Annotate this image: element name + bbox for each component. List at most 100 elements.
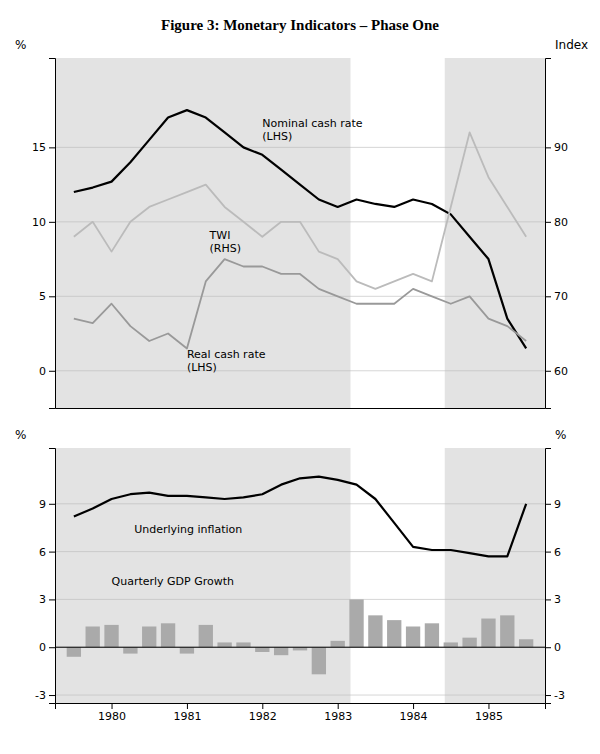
y2-axis-title: %	[555, 428, 566, 442]
bar	[406, 627, 420, 648]
axis-line	[56, 408, 546, 409]
bar	[236, 642, 250, 647]
bar	[161, 623, 175, 647]
panel: 05101560708090%IndexNominal cash rate(LH…	[15, 38, 588, 409]
title: Figure 3: Monetary Indicators – Phase On…	[161, 17, 439, 33]
bar	[444, 642, 458, 647]
tick-mark	[49, 222, 55, 223]
tick-label: 80	[554, 216, 568, 229]
tick-mark	[49, 599, 55, 600]
band-layer	[351, 58, 445, 408]
text-line: (RHS)	[210, 242, 241, 255]
tick-mark	[545, 647, 551, 648]
tick-mark	[49, 296, 55, 297]
grid	[55, 504, 545, 695]
marks	[67, 477, 534, 675]
tick-label: 70	[554, 290, 568, 303]
tick-label: 0	[39, 641, 46, 654]
y-axis-title: %	[15, 428, 26, 442]
tick-label: 1983	[324, 710, 352, 723]
bar	[312, 647, 326, 674]
grid-line	[55, 370, 545, 371]
grid-line	[55, 296, 545, 297]
tick: 1980	[98, 703, 126, 723]
tick-mark	[545, 552, 551, 553]
tick-label: 0	[554, 641, 561, 654]
tick: -3	[545, 689, 565, 702]
bar	[349, 599, 363, 647]
annotations: Underlying inflation Quarterly GDP Growth	[112, 523, 243, 589]
x-axis: 198019811982198319841985	[56, 703, 546, 723]
highlight-band	[351, 448, 445, 703]
tick-label: 5	[39, 290, 46, 303]
tick-label: 1981	[173, 710, 201, 723]
grid-line	[55, 695, 545, 696]
tick: -3	[35, 689, 55, 702]
tick: 15	[32, 141, 55, 154]
tick: 1983	[324, 703, 352, 723]
tick-label: 9	[39, 498, 46, 511]
text-line: Quarterly GDP Growth	[112, 575, 235, 588]
bar	[255, 647, 269, 652]
tick-mark	[49, 695, 55, 696]
bar	[481, 619, 495, 648]
text-line: Underlying inflation	[134, 523, 242, 536]
y-axis: -30369	[35, 449, 55, 704]
annotation: Nominal cash rate(LHS)	[262, 117, 363, 143]
tick-mark	[49, 147, 55, 148]
band-layer	[351, 448, 445, 703]
tick-label: 10	[32, 216, 46, 229]
tick: 6	[545, 546, 561, 559]
axis-line	[49, 59, 56, 409]
tick: 10	[32, 216, 55, 229]
tick-mark	[545, 147, 551, 148]
tick-label: 15	[32, 141, 46, 154]
tick-label: 6	[39, 546, 46, 559]
tick-mark	[545, 695, 551, 696]
tick: 80	[545, 216, 568, 229]
line	[74, 110, 526, 348]
grid-line	[55, 647, 545, 648]
tick-label: -3	[35, 689, 46, 702]
tick: 9	[39, 498, 55, 511]
tick-mark	[545, 222, 551, 223]
bar-series	[67, 599, 534, 674]
plot-background	[55, 58, 545, 408]
marks	[74, 110, 526, 348]
tick-mark	[262, 703, 263, 709]
axis-line	[546, 59, 552, 409]
bar	[387, 620, 401, 647]
panel: -30369-30369198019811982198319841985%%Un…	[15, 428, 566, 723]
bar	[368, 615, 382, 647]
grid-line	[55, 551, 545, 552]
annotation: Real cash rate(LHS)	[187, 348, 266, 374]
chart: Figure 3: Monetary Indicators – Phase On…	[0, 0, 600, 754]
annotation: Underlying inflation	[134, 523, 242, 536]
tick-mark	[413, 703, 414, 709]
y-axis: 0 5 10 15	[32, 59, 56, 409]
grid-line	[55, 503, 545, 504]
tick-label: 1982	[249, 710, 277, 723]
y2-axis: 60708090	[545, 59, 568, 409]
tick: 60	[545, 365, 568, 378]
tick: 0	[39, 365, 55, 378]
tick-mark	[338, 703, 339, 709]
x-axis	[56, 408, 546, 409]
tick-mark	[49, 647, 55, 648]
grid-line	[55, 599, 545, 600]
bar	[142, 627, 156, 648]
tick: 3	[545, 593, 561, 606]
highlight-band	[351, 58, 445, 408]
tick-mark	[488, 703, 489, 709]
axis-line	[49, 449, 56, 704]
bar	[331, 641, 345, 647]
tick: 1982	[249, 703, 277, 723]
bar	[67, 647, 81, 657]
tick: 6	[39, 546, 55, 559]
annotation: TWI(RHS)	[209, 229, 241, 255]
tick-mark	[545, 504, 551, 505]
bar	[425, 623, 439, 647]
tick-label: 1980	[98, 710, 126, 723]
line	[74, 259, 526, 348]
annotations: Nominal cash rate(LHS) TWI(RHS) Real cash …	[187, 117, 363, 374]
